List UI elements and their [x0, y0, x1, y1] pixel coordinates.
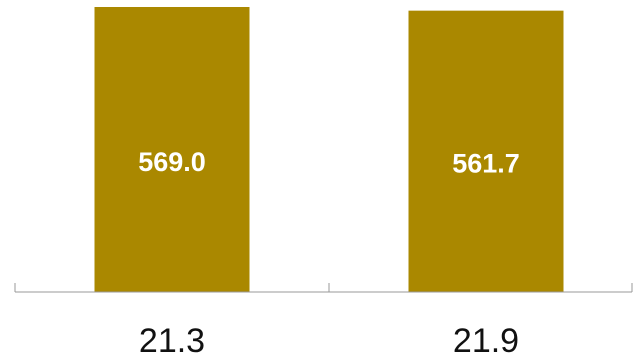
bar — [408, 10, 564, 293]
bar-value-label: 561.7 — [452, 149, 520, 179]
bar — [94, 7, 250, 292]
labels-layer: 569.0 21.3 561.7 21.9 — [138, 147, 520, 360]
x-axis — [14, 283, 633, 293]
x-tick-label: 21.9 — [453, 322, 519, 360]
bars-layer — [94, 7, 564, 293]
bar-value-label: 569.0 — [138, 147, 206, 177]
x-tick-label: 21.3 — [139, 322, 205, 360]
